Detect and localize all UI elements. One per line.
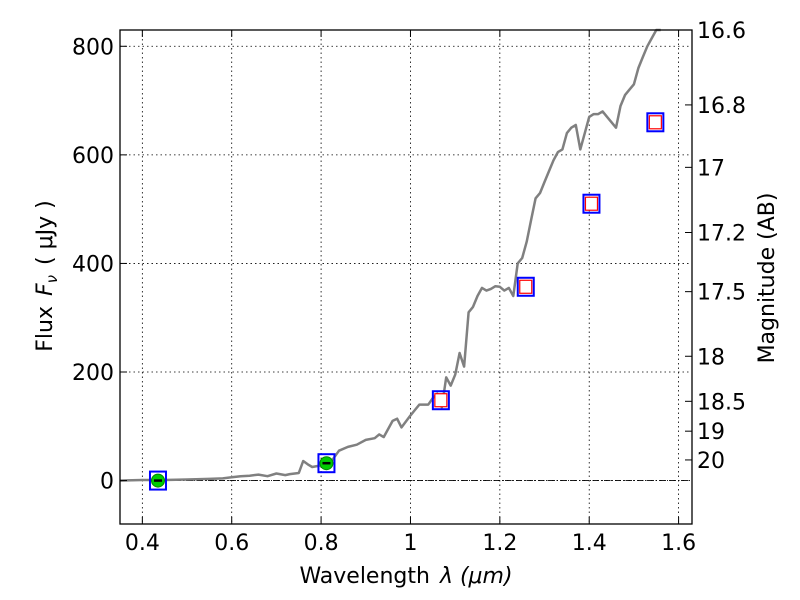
y2-tick-label: 17.5 xyxy=(697,281,746,306)
photometry-square-marker xyxy=(646,112,665,133)
grid-lines xyxy=(120,30,692,524)
y2-tick-label: 20 xyxy=(697,449,725,474)
x-tick-label: 1.4 xyxy=(572,531,607,556)
y-tick-label: 200 xyxy=(72,361,114,386)
y2-axis-ticks: 16.6 16.8 17 17.2 17.5 18 18.5 19 20 xyxy=(685,19,746,474)
x-axis-title: Wavelength λ (μm) xyxy=(299,564,512,589)
y2-axis-title: Magnitude (AB) xyxy=(755,193,780,364)
model-square-marker xyxy=(519,279,533,294)
y-tick-label: 400 xyxy=(72,252,114,277)
model-square-marker xyxy=(584,196,599,211)
plot-frame xyxy=(119,29,693,525)
x-axis-ticks: 0.4 0.6 0.8 1 1.2 1.4 1.6 xyxy=(125,30,696,556)
x-tick-label: 1.6 xyxy=(661,531,696,556)
photometry-square-marker xyxy=(582,193,601,214)
model-square-marker xyxy=(434,393,448,408)
photometry-square-marker xyxy=(431,390,450,411)
photometry-markers xyxy=(148,112,665,491)
y-axis-title: FluxFν( μJy ) xyxy=(33,200,61,351)
x-tick-label: 0.4 xyxy=(125,531,160,556)
x-tick-label: 0.6 xyxy=(214,531,249,556)
y2-tick-label: 17.2 xyxy=(697,221,746,246)
y2-tick-label: 16.8 xyxy=(697,94,746,119)
y2-tick-label: 19 xyxy=(697,420,725,445)
photometry-square-marker xyxy=(148,470,167,491)
model-square-marker xyxy=(648,115,662,130)
y-axis-ticks: 0 200 400 600 800 xyxy=(72,35,127,495)
photometry-square-marker xyxy=(317,453,336,474)
y-tick-label: 0 xyxy=(100,470,114,495)
photometry-square-marker xyxy=(516,276,535,297)
y2-tick-label: 16.6 xyxy=(697,19,746,44)
x-tick-label: 0.8 xyxy=(304,531,339,556)
spectrum-line xyxy=(119,28,661,482)
x-tick-label: 1.2 xyxy=(482,531,517,556)
y2-tick-label: 18 xyxy=(697,345,725,370)
y-tick-label: 600 xyxy=(72,144,114,169)
y2-tick-label: 18.5 xyxy=(697,390,746,415)
x-tick-label: 1 xyxy=(403,531,417,556)
y-tick-label: 800 xyxy=(72,35,114,60)
y2-tick-label: 17 xyxy=(697,156,725,181)
